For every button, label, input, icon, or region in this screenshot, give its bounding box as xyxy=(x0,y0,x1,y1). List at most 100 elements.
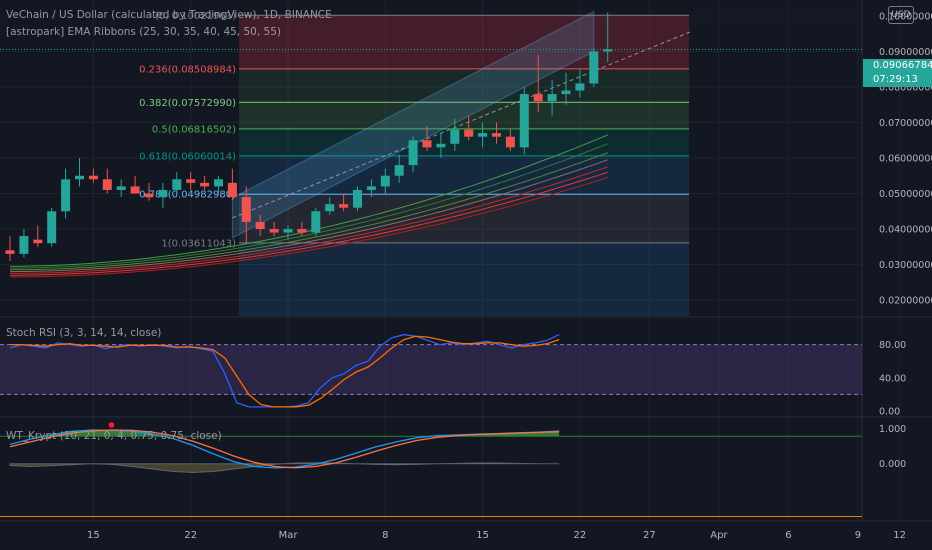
candle-body xyxy=(353,189,362,208)
fib-level-label: 1(0.03611043) xyxy=(161,238,236,249)
stoch-band xyxy=(0,344,862,395)
wt-signal-dot xyxy=(108,422,115,428)
wt-line xyxy=(9,429,560,469)
stoch-rsi-line xyxy=(10,335,560,408)
fib-level-label: 0.382(0.07572990) xyxy=(139,98,236,109)
fib-level-label: (0, 0.10021961) xyxy=(155,11,236,22)
price-tick-label: 0.10000000 xyxy=(879,11,932,22)
candle-body xyxy=(33,239,43,244)
candle-body xyxy=(519,94,529,148)
candle-body xyxy=(130,186,140,194)
candle-body xyxy=(450,129,460,144)
candle-body xyxy=(325,204,335,212)
fib-level-label: 0.236(0.08508984) xyxy=(139,64,236,75)
grid xyxy=(0,0,932,522)
ema-ribbon-line xyxy=(9,143,608,269)
price-tick-label: 0.07000000 xyxy=(879,118,932,129)
ema-ribbon-legend[interactable]: [astropark] EMA Ribbons (25, 30, 35, 40,… xyxy=(6,26,281,38)
candle-body xyxy=(116,186,126,190)
time-tick-label: Apr xyxy=(710,530,728,541)
price-axis[interactable]: 0.02000000 0.03000000 0.04000000 0.05000000… xyxy=(879,11,932,470)
stoch-rsi-legend[interactable]: Stoch RSI (3, 3, 14, 14, close) xyxy=(6,327,162,339)
stoch-rsi-pane[interactable] xyxy=(0,333,862,408)
wt-tick-label: 0.000 xyxy=(879,459,906,470)
candle-body xyxy=(505,136,515,148)
price-tick-label: 0.02000000 xyxy=(879,296,932,307)
ema-ribbon-line xyxy=(9,134,608,267)
channel-midline xyxy=(232,31,691,219)
ema-ribbon-line xyxy=(9,171,608,276)
time-tick-label: 15 xyxy=(476,530,489,541)
time-axis[interactable]: 15 22 Mar 8 15 22 27 Apr 6 9 12 xyxy=(87,530,906,541)
fib-level-label: 0.5(0.06816502) xyxy=(152,124,236,135)
price-tick-label: 0.06000000 xyxy=(879,154,932,165)
fib-level-label: 0.618(0.06060014) xyxy=(139,151,236,162)
candle-body xyxy=(172,179,182,190)
candle-body xyxy=(589,51,599,84)
candle-body xyxy=(75,175,84,180)
candle-body xyxy=(144,193,154,198)
wt-overbought-area xyxy=(10,430,560,437)
wt-tick-label: 1.000 xyxy=(879,424,906,435)
time-tick-label: 15 xyxy=(87,530,100,541)
stoch-tick-label: 40.00 xyxy=(879,373,906,384)
candle-body xyxy=(227,182,237,198)
time-tick-label: 12 xyxy=(893,530,906,541)
candle-body xyxy=(200,182,210,187)
candlesticks[interactable] xyxy=(0,12,862,261)
price-tick-label: 0.05000000 xyxy=(879,189,932,200)
candle-body xyxy=(47,211,57,244)
candle-body xyxy=(311,211,321,233)
candle-body xyxy=(269,229,279,233)
stoch-tick-label: 0.00 xyxy=(879,407,900,418)
ema-ribbons xyxy=(9,134,608,278)
ema-ribbon-line xyxy=(10,177,608,278)
candle-body xyxy=(603,49,613,52)
last-price-tag: 0.09066784 07:29:13 xyxy=(863,59,932,87)
price-tick-label: 0.04000000 xyxy=(879,225,932,236)
currency-button[interactable]: USD xyxy=(888,6,914,24)
fib-zone xyxy=(239,68,689,103)
time-tick-label: 9 xyxy=(855,530,861,541)
candle-body xyxy=(88,175,98,180)
price-tick-label: 0.08000000 xyxy=(879,82,932,93)
candle-body xyxy=(575,83,585,91)
time-tick-label: 6 xyxy=(785,530,791,541)
candle-body xyxy=(436,143,446,148)
candle-body xyxy=(5,250,15,254)
candle-body xyxy=(214,179,223,187)
candle-body xyxy=(61,179,71,212)
candle-body xyxy=(158,189,168,198)
time-tick-label: 8 xyxy=(382,530,388,541)
wt-krypt-pane[interactable] xyxy=(0,422,862,517)
time-tick-label: Mar xyxy=(279,530,299,541)
fib-extension-zone xyxy=(239,242,689,316)
channel-area xyxy=(231,10,595,239)
candle-body xyxy=(380,175,390,187)
price-tick-label: 0.03000000 xyxy=(879,260,932,271)
wt-krypt-legend[interactable]: WT_Krypt (10, 21, 0, 4, 0.75, 0.75, clos… xyxy=(6,430,222,442)
candle-body xyxy=(561,90,571,95)
candle-body xyxy=(464,129,474,137)
wt-momentum-area xyxy=(9,462,560,474)
time-tick-label: 27 xyxy=(643,530,656,541)
fibonacci-retracement[interactable]: (0, 0.10021961) 0.236(0.08508984) 0.382(0.… xyxy=(139,11,689,316)
parallel-channel[interactable] xyxy=(231,10,691,239)
candle-body xyxy=(492,133,501,137)
ema-ribbon-line xyxy=(10,152,608,271)
fib-level-label: 0.786(0.04982980) xyxy=(139,190,236,201)
candle-body xyxy=(478,133,488,137)
candle-body xyxy=(19,236,29,254)
candle-body xyxy=(394,165,404,176)
candle-body xyxy=(339,204,349,208)
fib-zone xyxy=(239,128,689,156)
time-tick-label: 22 xyxy=(184,530,197,541)
candle-body xyxy=(241,197,251,222)
candle-body xyxy=(255,221,265,230)
candle-body xyxy=(547,94,557,102)
last-price-value: 0.09066784 xyxy=(873,60,932,71)
candle-body xyxy=(297,229,307,233)
candle-body xyxy=(283,229,293,233)
stoch-tick-label: 80.00 xyxy=(879,340,906,351)
